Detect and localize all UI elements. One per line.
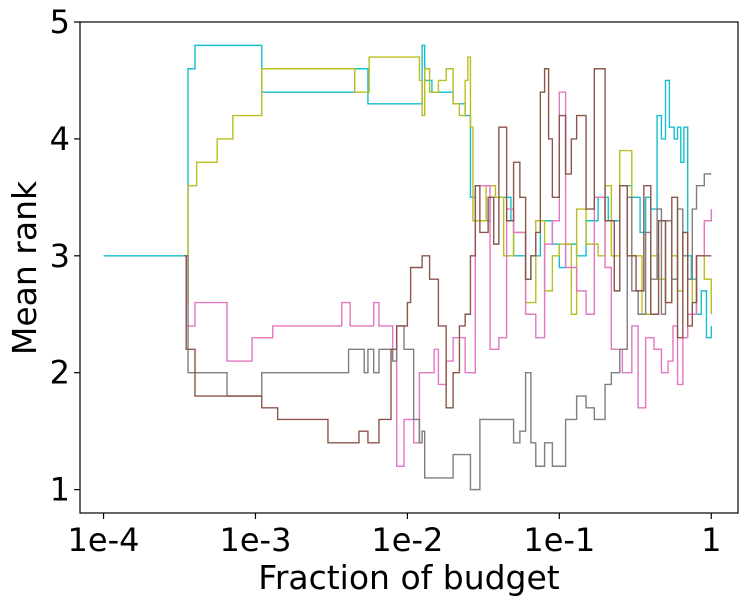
y-tick-label: 3 <box>50 237 70 275</box>
x-axis: 1e-4 1e-3 1e-2 1e-1 1 <box>68 513 721 559</box>
series-line-gray <box>184 173 712 491</box>
x-tick-label: 1e-1 <box>523 521 595 559</box>
series-line-cyan <box>103 44 712 339</box>
x-tick-label: 1e-2 <box>371 521 443 559</box>
y-axis-label: Mean rank <box>5 180 44 355</box>
series-line-brown <box>184 68 712 444</box>
series-line-olive <box>184 56 712 315</box>
x-tick-label: 1e-4 <box>68 521 140 559</box>
y-tick-label: 2 <box>50 354 70 392</box>
plot-frame <box>79 21 739 514</box>
y-tick-label: 4 <box>50 120 70 158</box>
y-tick-label: 1 <box>50 471 70 509</box>
y-axis: 1 2 3 4 5 <box>50 3 80 509</box>
x-tick-label: 1e-3 <box>219 521 291 559</box>
y-tick-label: 5 <box>50 3 70 41</box>
x-tick-label: 1 <box>701 521 721 559</box>
series-line-pink <box>184 91 712 467</box>
series-layer <box>103 44 712 491</box>
x-axis-label: Fraction of budget <box>258 558 560 597</box>
